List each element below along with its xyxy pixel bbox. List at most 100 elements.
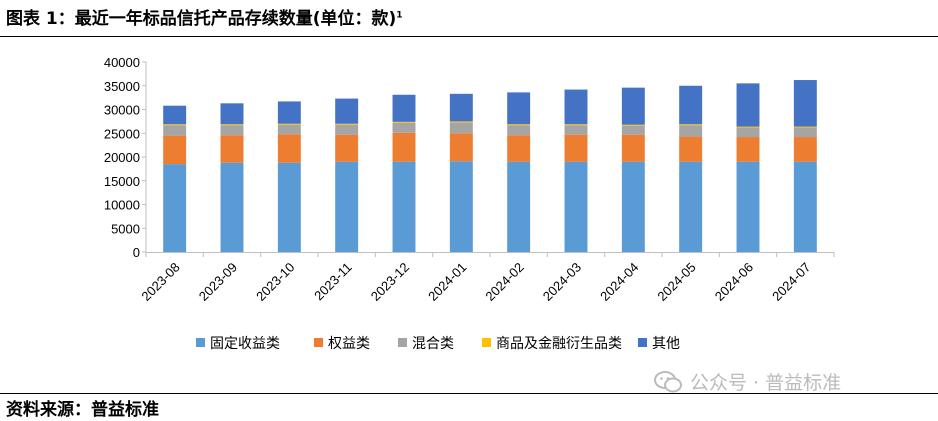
- bar-segment: [736, 127, 760, 138]
- legend-swatch: [638, 338, 647, 347]
- watermark: 公众号 · 普益标准: [654, 368, 841, 395]
- bar-segment: [507, 125, 531, 136]
- bar-segment: [220, 124, 244, 126]
- bar-segment: [392, 161, 416, 252]
- bar-segment: [679, 161, 703, 252]
- bar-segment: [736, 137, 760, 162]
- legend-label: 固定收益类: [210, 336, 280, 352]
- bar-segment: [679, 124, 703, 126]
- legend-label: 混合类: [412, 336, 454, 352]
- legend-label: 商品及金融衍生品类: [496, 336, 622, 352]
- y-tick-label: 20000: [104, 150, 140, 165]
- x-tick-label: 2023-10: [253, 260, 297, 304]
- bar-segment: [220, 135, 244, 163]
- bar-segment: [679, 85, 703, 125]
- wechat-icon: [654, 370, 682, 392]
- chart-title-area: 图表 1：最近一年标品信托产品存续数量(单位：款)1: [6, 2, 932, 35]
- bar-segment: [793, 80, 817, 127]
- y-tick-label: 40000: [104, 55, 140, 70]
- bar-segment: [277, 134, 301, 163]
- bar-segment: [793, 137, 817, 162]
- bar-segment: [335, 134, 359, 162]
- watermark-text: 公众号 · 普益标准: [690, 372, 842, 394]
- bar-segment: [392, 132, 416, 162]
- y-tick-label: 15000: [104, 174, 140, 189]
- top-rule: [0, 36, 938, 37]
- bar-segment: [793, 127, 817, 138]
- legend-label: 其他: [652, 336, 680, 352]
- bar-segment: [564, 125, 588, 135]
- bar-segment: [507, 161, 531, 252]
- x-tick-label: 2024-06: [712, 260, 756, 304]
- chart-title: 图表 1：最近一年标品信托产品存续数量(单位：款)1: [6, 8, 403, 29]
- bar-segment: [621, 125, 645, 135]
- bar-segment: [277, 124, 301, 135]
- bar-segment: [335, 98, 359, 124]
- bar-segment: [507, 124, 531, 126]
- bar-segment: [449, 122, 473, 134]
- x-tick-label: 2023-08: [138, 260, 182, 304]
- x-tick-label: 2024-02: [482, 260, 526, 304]
- y-tick-label: 25000: [104, 126, 140, 141]
- y-tick-label: 30000: [104, 103, 140, 118]
- bar-segment: [793, 126, 817, 128]
- bar-segment: [621, 161, 645, 252]
- bar-segment: [392, 121, 416, 123]
- bar-segment: [220, 162, 244, 252]
- bar-segment: [277, 162, 301, 252]
- y-tick-label: 10000: [104, 198, 140, 213]
- bottom-rule: [0, 393, 938, 394]
- bar-segment: [335, 124, 359, 135]
- bar-segment: [793, 161, 817, 252]
- legend-swatch: [314, 338, 323, 347]
- bar-segment: [163, 164, 187, 252]
- bar-segment: [679, 136, 703, 162]
- y-tick-label: 0: [133, 245, 140, 260]
- bar-segment: [163, 124, 187, 126]
- bar-segment: [220, 125, 244, 136]
- bar-segment: [449, 121, 473, 123]
- x-tick-label: 2024-05: [654, 260, 698, 304]
- legend-swatch: [482, 338, 491, 347]
- bar-segment: [564, 134, 588, 162]
- bar-segment: [736, 83, 760, 127]
- legend-label: 权益类: [328, 336, 370, 352]
- bar-segment: [564, 124, 588, 126]
- bar-segment: [335, 161, 359, 252]
- bar-segment: [507, 92, 531, 125]
- bar-segment: [277, 101, 301, 124]
- stacked-bar-chart: 0 5000 10000 15000 20000 25000 30000 35000 40000…: [104, 55, 835, 352]
- bar-segment: [163, 125, 187, 136]
- bar-segment: [449, 133, 473, 162]
- x-tick-label: 2024-04: [597, 260, 641, 304]
- bar-segment: [163, 135, 187, 165]
- bar-segment: [679, 125, 703, 137]
- legend-swatch: [398, 338, 407, 347]
- bar-segment: [564, 161, 588, 252]
- x-tick-label: 2023-12: [368, 260, 412, 304]
- bar-segment: [736, 161, 760, 252]
- bar-segment: [277, 123, 301, 125]
- bar-segment: [736, 126, 760, 128]
- x-tick-label: 2024-07: [769, 260, 813, 304]
- bar-segment: [449, 161, 473, 252]
- bar-segment: [621, 87, 645, 125]
- bar-segment: [392, 94, 416, 122]
- bar-segment: [163, 105, 187, 125]
- bar-segment: [621, 124, 645, 126]
- source-note: 资料来源：普益标准: [6, 400, 159, 420]
- bar-segment: [621, 134, 645, 162]
- bar-segment: [220, 103, 244, 125]
- y-tick-label: 35000: [104, 79, 140, 94]
- x-tick-label: 2024-01: [425, 260, 469, 304]
- y-tick-label: 5000: [111, 221, 140, 236]
- title-footnote: 1: [396, 10, 403, 20]
- bar-segment: [392, 122, 416, 133]
- bar-segment: [335, 123, 359, 125]
- x-tick-label: 2024-03: [540, 260, 584, 304]
- bar-segment: [449, 93, 473, 122]
- bar-segment: [564, 89, 588, 125]
- legend-swatch: [196, 338, 205, 347]
- x-tick-label: 2023-09: [196, 260, 240, 304]
- x-tick-label: 2023-11: [311, 260, 355, 304]
